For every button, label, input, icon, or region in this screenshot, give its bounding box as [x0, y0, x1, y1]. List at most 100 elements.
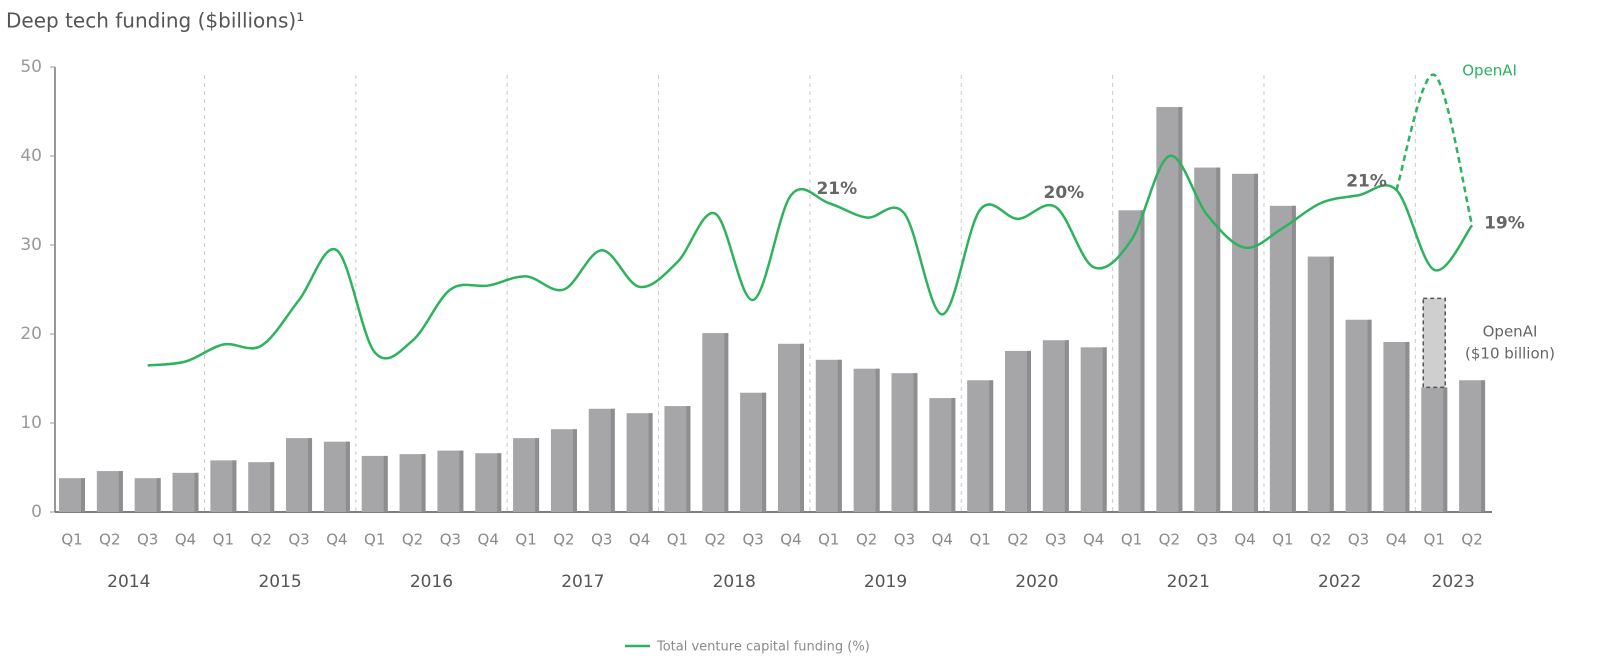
bar	[286, 438, 313, 512]
bar-edge	[1367, 319, 1372, 512]
x-tick-label: Q1	[515, 531, 536, 549]
x-tick-label: Q3	[1045, 531, 1066, 549]
year-label: 2022	[1318, 572, 1361, 592]
x-tick-label: Q3	[894, 531, 915, 549]
bar-edge	[762, 392, 767, 512]
data-label: 21%	[1346, 171, 1387, 191]
x-tick-label: Q4	[1234, 531, 1255, 549]
bar	[134, 478, 161, 512]
x-tick-label: Q4	[478, 531, 499, 549]
bar	[59, 478, 85, 512]
openai-segment-label: OpenAI	[1483, 322, 1538, 340]
bar	[1269, 205, 1296, 512]
bar	[1232, 173, 1259, 513]
x-tick-label: Q1	[969, 531, 990, 549]
bar	[1421, 387, 1448, 512]
y-tick-label: 10	[20, 413, 42, 433]
x-tick-label: Q4	[175, 531, 196, 549]
x-tick-label: Q4	[1386, 531, 1407, 549]
bar-edge	[1443, 387, 1448, 512]
x-tick-label: Q1	[213, 531, 234, 549]
x-tick-label: Q3	[591, 531, 612, 549]
x-tick-label: Q3	[288, 531, 309, 549]
bar	[1307, 256, 1334, 512]
bar-edge	[345, 441, 350, 512]
x-tick-label: Q4	[629, 531, 650, 549]
year-label: 2017	[561, 572, 604, 592]
x-tick-label: Q2	[99, 531, 120, 549]
bar	[1118, 210, 1145, 513]
bar	[361, 455, 388, 512]
data-label: 19%	[1484, 213, 1525, 233]
bar-edge	[724, 333, 729, 512]
x-tick-label: Q1	[667, 531, 688, 549]
bar-edge	[1405, 342, 1410, 512]
x-tick-label: Q3	[1348, 531, 1369, 549]
bar-edge	[1027, 350, 1031, 512]
year-label: 2023	[1432, 572, 1475, 592]
x-tick-label: Q3	[1197, 531, 1218, 549]
bar-edge	[194, 472, 199, 512]
bar-edge	[610, 408, 615, 512]
x-tick-label: Q4	[1083, 531, 1104, 549]
chart-title: Deep tech funding ($billions)¹	[6, 9, 304, 33]
bar	[702, 333, 729, 512]
x-tick-label: Q4	[932, 531, 953, 549]
x-tick-label: Q1	[364, 531, 385, 549]
bar-edge	[572, 429, 577, 512]
bar	[1459, 380, 1486, 512]
bar	[96, 471, 123, 512]
legend-label: Total venture capital funding (%)	[656, 640, 870, 655]
bar-edge	[875, 368, 880, 512]
bar-edge	[308, 438, 313, 512]
x-tick-label: Q2	[251, 531, 272, 549]
year-label: 2014	[107, 572, 150, 592]
bar	[815, 359, 842, 512]
bar	[323, 441, 350, 512]
openai-line	[1395, 73, 1474, 226]
bar-edge	[497, 453, 502, 512]
x-tick-label: Q1	[61, 531, 82, 549]
x-tick-label: Q1	[818, 531, 839, 549]
bar-edge	[270, 462, 275, 512]
bar-edge	[1178, 107, 1183, 513]
bar	[777, 343, 804, 512]
bar-edge	[1064, 340, 1069, 512]
vc-share-line	[147, 154, 1474, 367]
bar	[248, 462, 275, 512]
bar-edge	[1140, 210, 1145, 513]
bar	[967, 380, 994, 512]
data-label: 20%	[1043, 183, 1084, 203]
x-tick-label: Q2	[1007, 531, 1028, 549]
bar-edge	[421, 454, 426, 512]
bar	[513, 438, 540, 512]
bar	[437, 450, 464, 512]
bar	[172, 472, 199, 512]
y-tick-label: 50	[20, 57, 42, 77]
openai-line-label: OpenAI	[1462, 61, 1517, 79]
x-tick-label: Q2	[856, 531, 877, 549]
bar	[1080, 347, 1107, 512]
bar	[210, 460, 237, 512]
year-label: 2021	[1167, 572, 1210, 592]
year-label: 2016	[410, 572, 453, 592]
openai-segment-label: ($10 billion)	[1465, 344, 1555, 362]
y-tick-label: 20	[20, 324, 42, 344]
y-tick-label: 40	[20, 146, 42, 166]
bar-edge	[989, 380, 994, 512]
x-tick-label: Q2	[1159, 531, 1180, 549]
bar-edge	[951, 398, 956, 512]
bar-edge	[1481, 380, 1486, 512]
x-tick-label: Q2	[1461, 531, 1482, 549]
x-tick-label: Q2	[553, 531, 574, 549]
openai-segment	[1422, 297, 1446, 389]
bar-edge	[232, 460, 237, 512]
bar	[1005, 350, 1031, 512]
bar	[1156, 107, 1183, 513]
bar	[891, 373, 918, 512]
x-tick-label: Q2	[705, 531, 726, 549]
data-label: 21%	[816, 179, 857, 199]
bar	[664, 406, 691, 512]
bar-edge	[459, 450, 464, 512]
x-tick-label: Q4	[780, 531, 801, 549]
